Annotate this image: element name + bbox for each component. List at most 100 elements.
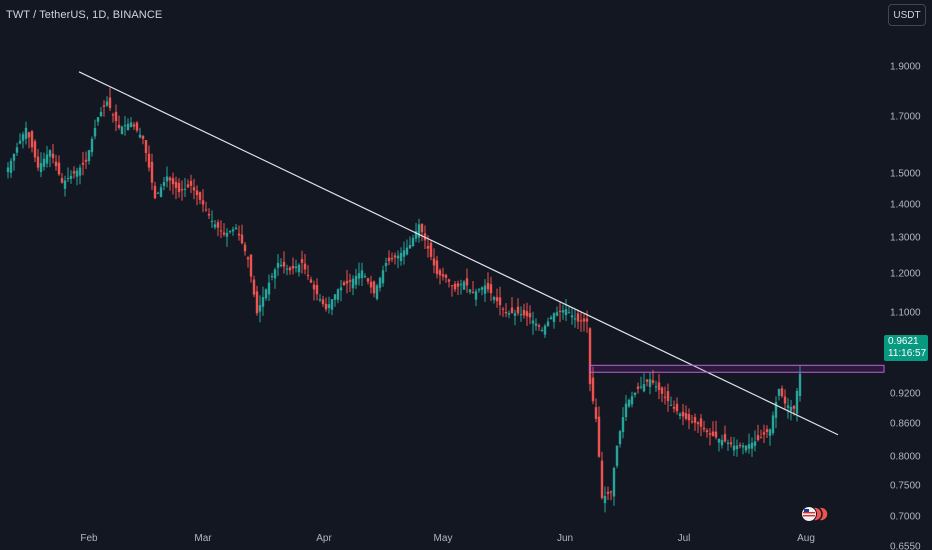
candle-up (726, 442, 730, 444)
candle-down (783, 396, 787, 404)
candle-up (642, 384, 646, 392)
candle-up (354, 275, 358, 285)
trendline[interactable] (78, 71, 839, 436)
candle-up (120, 126, 124, 135)
last-price-value: 0.9621 (888, 336, 919, 347)
candle-up (474, 291, 478, 300)
candle-down (180, 189, 184, 191)
candle-down (588, 328, 592, 385)
candle-up (408, 245, 412, 249)
candle-down (33, 141, 37, 158)
candle-up (612, 468, 616, 497)
candle-down (204, 209, 208, 211)
candle-up (567, 312, 571, 314)
candle-up (771, 415, 775, 434)
candle-up (162, 181, 166, 186)
candle-down (711, 431, 715, 437)
candle-down (438, 270, 442, 276)
price-axis-tick: 0.9200 (890, 388, 921, 400)
price-axis-tick: 1.2000 (890, 268, 921, 280)
symbol-title[interactable]: TWT / TetherUS, 1D, BINANCE (6, 9, 163, 21)
candle-down (498, 297, 502, 306)
candle-down (30, 131, 34, 148)
candle-up (69, 175, 73, 179)
candle-up (126, 123, 130, 131)
candle-up (720, 440, 724, 446)
time-axis-tick: Aug (797, 533, 815, 544)
candle-down (207, 214, 211, 216)
candle-up (123, 125, 127, 127)
candle-up (75, 170, 79, 177)
candle-down (81, 162, 85, 165)
candle-up (777, 388, 781, 396)
candle-up (477, 289, 481, 291)
candle-up (747, 444, 751, 449)
candle-down (348, 280, 352, 282)
candle-up (786, 405, 790, 408)
candle-up (18, 140, 22, 144)
candle-down (582, 318, 586, 322)
candle-up (639, 386, 643, 388)
candle-up (459, 284, 463, 286)
candle-up (213, 224, 217, 228)
candle-down (600, 460, 604, 498)
candle-up (618, 431, 622, 444)
candle-down (708, 433, 712, 435)
candle-up (264, 289, 268, 299)
candle-down (369, 281, 373, 288)
economic-events-icon[interactable] (801, 505, 831, 523)
candle-down (663, 396, 667, 398)
candle-up (39, 163, 43, 173)
candle-down (372, 281, 376, 294)
candle-down (393, 255, 397, 258)
price-axis-tick: 1.3000 (890, 232, 921, 244)
candle-down (84, 159, 88, 162)
candle-up (378, 277, 382, 288)
candle-up (360, 270, 364, 278)
candle-up (462, 281, 466, 290)
candle-up (363, 275, 367, 277)
price-axis-tick: 1.7000 (890, 111, 921, 123)
candle-down (243, 244, 247, 252)
candle-up (789, 407, 793, 411)
candle-down (192, 187, 196, 191)
candle-down (597, 416, 601, 457)
candle-down (702, 427, 706, 430)
candle-up (48, 150, 52, 157)
candle-down (282, 261, 286, 267)
time-axis-tick: Apr (316, 533, 332, 544)
candle-up (276, 262, 280, 268)
candle-down (636, 386, 640, 389)
candle-up (270, 275, 274, 277)
candle-down (246, 257, 250, 260)
candle-up (66, 178, 70, 180)
resistance-zone[interactable] (589, 364, 885, 373)
candle-up (297, 264, 301, 273)
candle-up (774, 401, 778, 418)
candle-up (24, 127, 28, 139)
candle-up (273, 269, 277, 279)
candle-down (495, 297, 499, 302)
candle-up (327, 304, 331, 309)
candle-up (210, 221, 214, 223)
candle-down (201, 200, 205, 205)
candle-up (741, 445, 745, 448)
candle-down (288, 267, 292, 271)
candle-down (576, 313, 580, 322)
candle-down (516, 306, 520, 314)
candle-down (291, 265, 295, 269)
candle-down (465, 278, 469, 286)
currency-button[interactable]: USDT (888, 4, 926, 26)
candle-up (480, 287, 484, 290)
candle-down (672, 407, 676, 409)
candle-up (258, 305, 262, 312)
price-axis-tick: 1.4000 (890, 199, 921, 211)
candle-down (147, 153, 151, 168)
candle-down (453, 283, 457, 290)
candle-up (417, 224, 421, 238)
candle-up (621, 417, 625, 433)
candle-down (303, 263, 307, 270)
candle-up (234, 227, 238, 230)
candle-down (222, 232, 226, 235)
